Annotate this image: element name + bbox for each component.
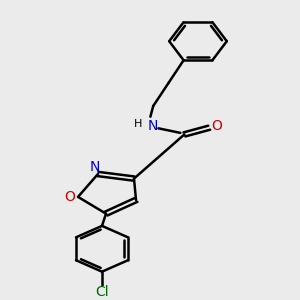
Text: H: H — [134, 119, 142, 129]
Text: O: O — [211, 119, 222, 133]
Text: N: N — [90, 160, 100, 174]
Text: N: N — [148, 119, 158, 133]
Text: Cl: Cl — [95, 285, 109, 299]
Text: O: O — [64, 190, 75, 204]
